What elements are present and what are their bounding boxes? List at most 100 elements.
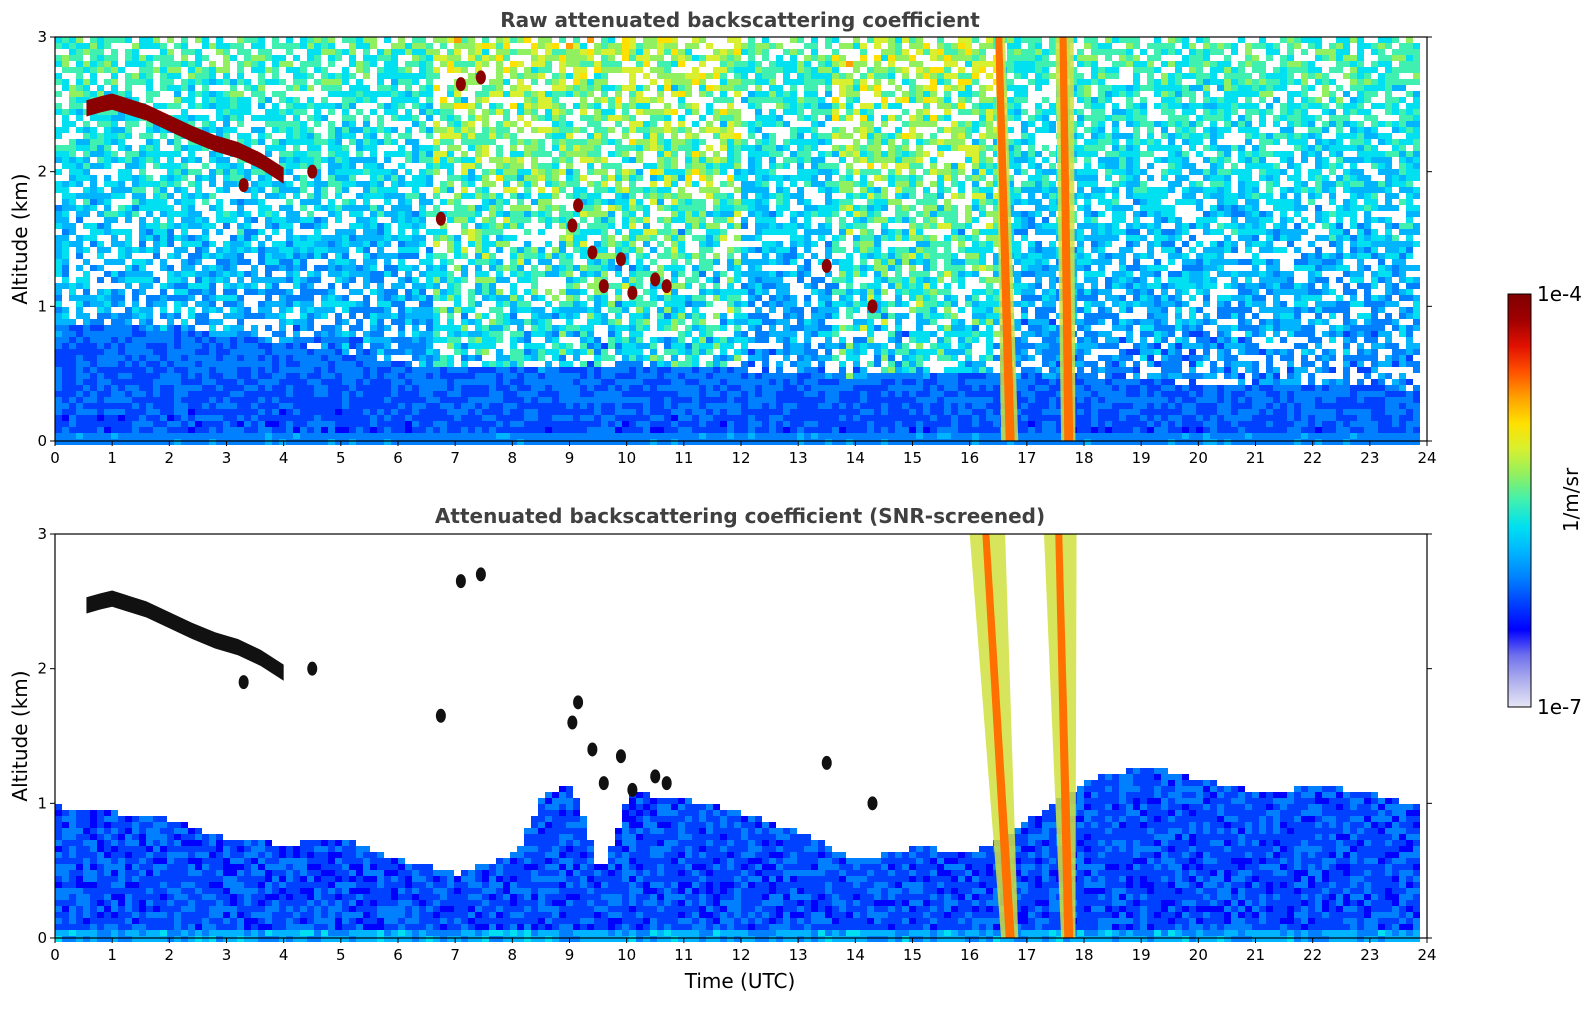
heatmap-cell	[454, 337, 461, 343]
heatmap-cell	[496, 385, 503, 391]
heatmap-cell	[244, 259, 251, 265]
heatmap-cell	[76, 307, 83, 313]
heatmap-cell	[118, 157, 125, 163]
heatmap-cell	[90, 223, 97, 229]
heatmap-cell	[195, 391, 202, 397]
heatmap-cell	[118, 361, 125, 367]
heatmap-cell	[160, 391, 167, 397]
heatmap-cell	[83, 427, 90, 433]
heatmap-cell	[286, 199, 293, 205]
heatmap-cell	[594, 115, 601, 121]
heatmap-cell	[615, 337, 622, 343]
heatmap-cell	[594, 169, 601, 175]
heatmap-cell	[125, 379, 132, 385]
heatmap-cell	[251, 391, 258, 397]
heatmap-cell	[153, 277, 160, 283]
heatmap-cell	[524, 319, 531, 325]
heatmap-cell	[545, 397, 552, 403]
heatmap-cell	[538, 313, 545, 319]
heatmap-cell	[531, 181, 538, 187]
heatmap-cell	[335, 55, 342, 61]
heatmap-cell	[419, 337, 426, 343]
heatmap-cell	[636, 391, 643, 397]
heatmap-cell	[293, 277, 300, 283]
heatmap-cell	[685, 79, 692, 85]
heatmap-cell	[657, 391, 664, 397]
heatmap-cell	[468, 337, 475, 343]
heatmap-cell	[552, 325, 559, 331]
heatmap-cell	[594, 193, 601, 199]
heatmap-cell	[258, 277, 265, 283]
heatmap-cell	[461, 247, 468, 253]
heatmap-cell	[342, 265, 349, 271]
heatmap-cell	[426, 331, 433, 337]
heatmap-cell	[685, 325, 692, 331]
heatmap-cell	[601, 355, 608, 361]
heatmap-cell	[433, 433, 440, 439]
heatmap-cell	[97, 355, 104, 361]
heatmap-cell	[580, 175, 587, 181]
heatmap-cell	[678, 295, 685, 301]
heatmap-cell	[335, 49, 342, 55]
heatmap-cell	[104, 337, 111, 343]
heatmap-cell	[615, 175, 622, 181]
heatmap-cell	[566, 145, 573, 151]
heatmap-cell	[167, 319, 174, 325]
heatmap-cell	[440, 385, 447, 391]
heatmap-cell	[314, 397, 321, 403]
heatmap-cell	[321, 139, 328, 145]
heatmap-cell	[307, 139, 314, 145]
heatmap-cell	[587, 331, 594, 337]
heatmap-cell	[216, 397, 223, 403]
heatmap-cell	[181, 79, 188, 85]
heatmap-cell	[265, 259, 272, 265]
heatmap-cell	[664, 361, 671, 367]
heatmap-cell	[83, 247, 90, 253]
heatmap-cell	[321, 391, 328, 397]
heatmap-cell	[265, 337, 272, 343]
heatmap-cell	[524, 403, 531, 409]
heatmap-cell	[650, 43, 657, 49]
heatmap-cell	[391, 373, 398, 379]
heatmap-cell	[538, 43, 545, 49]
heatmap-cell	[678, 373, 685, 379]
heatmap-cell	[699, 79, 706, 85]
heatmap-cell	[636, 355, 643, 361]
heatmap-cell	[349, 163, 356, 169]
heatmap-cell	[356, 235, 363, 241]
heatmap-cell	[503, 67, 510, 73]
heatmap-cell	[230, 343, 237, 349]
heatmap-cell	[412, 295, 419, 301]
heatmap-cell	[433, 37, 440, 43]
heatmap-cell	[321, 73, 328, 79]
heatmap-cell	[699, 163, 706, 169]
heatmap-cell	[349, 433, 356, 439]
heatmap-cell	[587, 121, 594, 127]
heatmap-cell	[692, 301, 699, 307]
heatmap-cell	[244, 391, 251, 397]
heatmap-cell	[510, 37, 517, 43]
heatmap-cell	[552, 247, 559, 253]
heatmap-cell	[356, 37, 363, 43]
heatmap-cell	[580, 391, 587, 397]
heatmap-cell	[125, 307, 132, 313]
heatmap-cell	[209, 325, 216, 331]
heatmap-cell	[496, 61, 503, 67]
heatmap-cell	[188, 79, 195, 85]
heatmap-cell	[699, 175, 706, 181]
heatmap-cell	[524, 151, 531, 157]
heatmap-cell	[524, 85, 531, 91]
heatmap-cell	[153, 433, 160, 439]
heatmap-cell	[244, 403, 251, 409]
heatmap-cell	[356, 85, 363, 91]
heatmap-cell	[461, 253, 468, 259]
heatmap-cell	[594, 97, 601, 103]
heatmap-cell	[622, 217, 629, 223]
heatmap-cell	[174, 199, 181, 205]
heatmap-cell	[342, 163, 349, 169]
heatmap-cell	[426, 61, 433, 67]
heatmap-cell	[678, 403, 685, 409]
heatmap-cell	[559, 355, 566, 361]
heatmap-cell	[461, 439, 468, 445]
heatmap-cell	[251, 91, 258, 97]
